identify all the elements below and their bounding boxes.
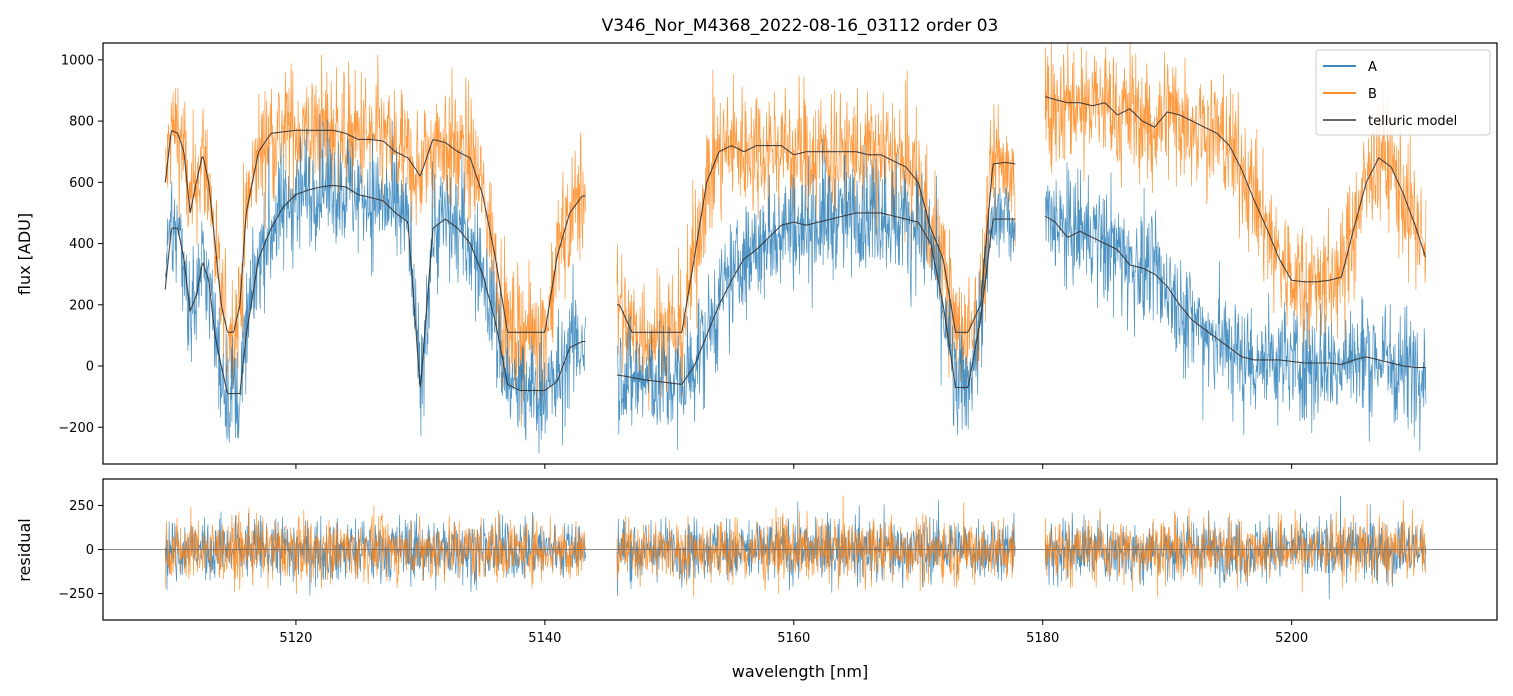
legend-label-b: B bbox=[1368, 87, 1377, 102]
bottom-y-tick-label: 0 bbox=[86, 543, 94, 558]
residual-b-segment-1 bbox=[164, 505, 586, 595]
model-a-segment-1 bbox=[164, 184, 586, 395]
x-tick-label: 5160 bbox=[777, 631, 810, 646]
legend-box bbox=[1315, 49, 1491, 136]
residual-a-segment-2 bbox=[616, 500, 1016, 597]
top-y-tick-label: 600 bbox=[69, 176, 94, 191]
top-x-ticks bbox=[295, 464, 1293, 469]
series-a-segment-2 bbox=[616, 138, 1016, 450]
series-a-segment-3 bbox=[1044, 162, 1427, 452]
top-y-tick-label: 0 bbox=[86, 360, 94, 375]
bottom-panel: −250 0 250 5120 5140 5160 5180 5200 residual w… bbox=[15, 478, 1498, 681]
model-a-segment-3 bbox=[1044, 215, 1426, 369]
top-y-tick-label: 800 bbox=[69, 115, 94, 130]
top-y-tick-label: 200 bbox=[69, 298, 94, 313]
bottom-plot-area bbox=[103, 495, 1497, 600]
top-panel: −200 0 200 400 600 800 1000 flux [ADU] A B tel… bbox=[15, 42, 1498, 469]
x-tick-label: 5200 bbox=[1275, 631, 1308, 646]
top-plot-area bbox=[164, 43, 1427, 454]
legend-label-a: A bbox=[1368, 60, 1377, 75]
top-y-tick-label: 400 bbox=[69, 237, 94, 252]
top-y-tick-label: 1000 bbox=[61, 53, 94, 68]
top-axes-frame bbox=[102, 42, 1498, 465]
model-b-segment-3 bbox=[1045, 96, 1427, 283]
legend: A B telluric model bbox=[1315, 49, 1491, 136]
model-a-segment-2 bbox=[617, 212, 1016, 389]
top-y-tick-label: −200 bbox=[58, 421, 94, 436]
x-axis-label: wavelength [nm] bbox=[732, 662, 869, 681]
series-b-segment-1 bbox=[164, 54, 586, 427]
residual-b-segment-2 bbox=[616, 495, 1016, 598]
bottom-y-ticks: −250 0 250 bbox=[58, 499, 103, 602]
x-tick-label: 5140 bbox=[528, 631, 561, 646]
legend-label-model: telluric model bbox=[1368, 114, 1457, 129]
bottom-y-axis-label: residual bbox=[15, 518, 34, 581]
series-a-segment-1 bbox=[164, 113, 586, 454]
top-y-axis-label: flux [ADU] bbox=[15, 213, 34, 295]
model-b-segment-2 bbox=[617, 144, 1016, 333]
model-b-segment-1 bbox=[164, 129, 586, 333]
top-y-ticks: −200 0 200 400 600 800 1000 bbox=[58, 53, 103, 436]
bottom-y-tick-label: −250 bbox=[58, 587, 94, 602]
x-tick-label: 5120 bbox=[279, 631, 312, 646]
bottom-x-ticks: 5120 5140 5160 5180 5200 bbox=[279, 620, 1308, 646]
chart-title: V346_Nor_M4368_2022-08-16_03112 order 03 bbox=[602, 16, 999, 36]
residual-b-segment-3 bbox=[1044, 500, 1427, 598]
x-tick-label: 5180 bbox=[1026, 631, 1059, 646]
bottom-y-tick-label: 250 bbox=[69, 499, 94, 514]
